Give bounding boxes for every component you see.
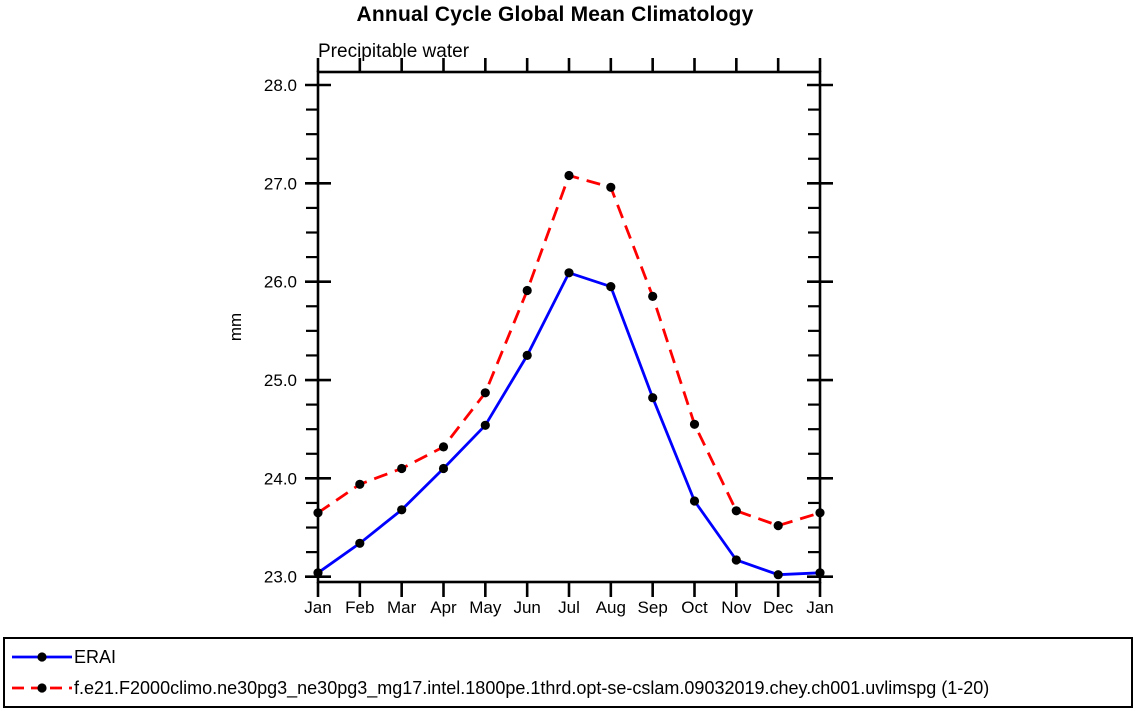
- x-tick-label: Mar: [387, 598, 417, 617]
- x-tick-label: Jan: [806, 598, 833, 617]
- data-point-marker: [313, 568, 323, 578]
- y-tick-label: 25.0: [264, 371, 297, 390]
- erai-line: [317, 271, 821, 577]
- legend-item-erai: ERAI: [10, 642, 1131, 673]
- x-tick-label: Sep: [638, 598, 668, 617]
- data-point-marker: [438, 442, 449, 452]
- data-point-marker: [689, 419, 700, 429]
- data-point-marker: [438, 463, 449, 474]
- series-model: [313, 170, 825, 531]
- legend-sample-marker: [37, 683, 47, 693]
- data-point-marker: [648, 393, 658, 403]
- data-point-marker: [480, 420, 490, 430]
- data-point-marker: [648, 291, 658, 301]
- legend-sample-marker: [37, 652, 47, 662]
- x-tick-label: Jul: [558, 598, 580, 617]
- data-point-marker: [397, 463, 407, 474]
- x-tick-label: Dec: [763, 598, 794, 617]
- plot-area: Precipitable water Jan Feb Mar Apr May Jun Jul…: [226, 41, 834, 617]
- x-tick-label: May: [469, 598, 502, 617]
- data-point-marker: [564, 170, 574, 181]
- data-point-marker: [397, 505, 407, 515]
- chart-title: Annual Cycle Global Mean Climatology: [356, 3, 754, 26]
- y-axis-label: mm: [226, 313, 245, 341]
- y-tick-label: 27.0: [264, 174, 297, 193]
- legend-label: f.e21.F2000climo.ne30pg3_ne30pg3_mg17.in…: [74, 678, 990, 698]
- model-line: [317, 173, 821, 528]
- chart-subtitle: Precipitable water: [318, 41, 470, 62]
- data-point-marker: [355, 479, 365, 489]
- y-tick-label: 24.0: [264, 469, 297, 488]
- x-tick-label: Jan: [304, 598, 331, 617]
- data-point-marker: [355, 538, 365, 548]
- data-point-marker: [606, 282, 616, 292]
- data-point-marker: [606, 182, 616, 192]
- data-point-marker: [815, 568, 825, 578]
- legend-line-sample: [12, 652, 72, 662]
- legend-label: ERAI: [74, 647, 117, 667]
- data-point-marker: [522, 285, 532, 296]
- x-tick-label: Aug: [596, 598, 626, 617]
- axes: Jan Feb Mar Apr May Jun Jul Aug Sep Oct Nov Dec Jan 2…: [264, 58, 834, 617]
- plot-frame: [316, 70, 822, 584]
- data-series: [313, 170, 825, 580]
- data-point-marker: [689, 496, 700, 506]
- data-point-marker: [773, 570, 783, 580]
- data-point-marker: [564, 268, 574, 278]
- x-tick-label: Oct: [681, 598, 708, 617]
- y-tick-label: 28.0: [264, 76, 297, 95]
- data-point-marker: [773, 521, 783, 531]
- y-tick-label: 26.0: [264, 273, 297, 292]
- data-point-marker: [731, 555, 741, 565]
- x-tick-label: Apr: [430, 598, 457, 617]
- legend-line-sample: [12, 683, 72, 693]
- data-point-marker: [480, 388, 490, 398]
- legend-box: ERAI f.e21.F2000climo.ne30pg3_ne30pg3_mg1…: [3, 637, 1133, 708]
- x-tick-label: Nov: [721, 598, 752, 617]
- data-point-marker: [313, 508, 323, 518]
- data-point-marker: [731, 506, 741, 516]
- y-tick-label: 23.0: [264, 568, 297, 587]
- data-point-marker: [522, 350, 532, 360]
- data-point-marker: [815, 508, 825, 518]
- series-erai: [313, 268, 825, 580]
- x-tick-label: Feb: [345, 598, 374, 617]
- legend-item-model: f.e21.F2000climo.ne30pg3_ne30pg3_mg17.in…: [10, 673, 1131, 704]
- x-tick-label: Jun: [513, 598, 540, 617]
